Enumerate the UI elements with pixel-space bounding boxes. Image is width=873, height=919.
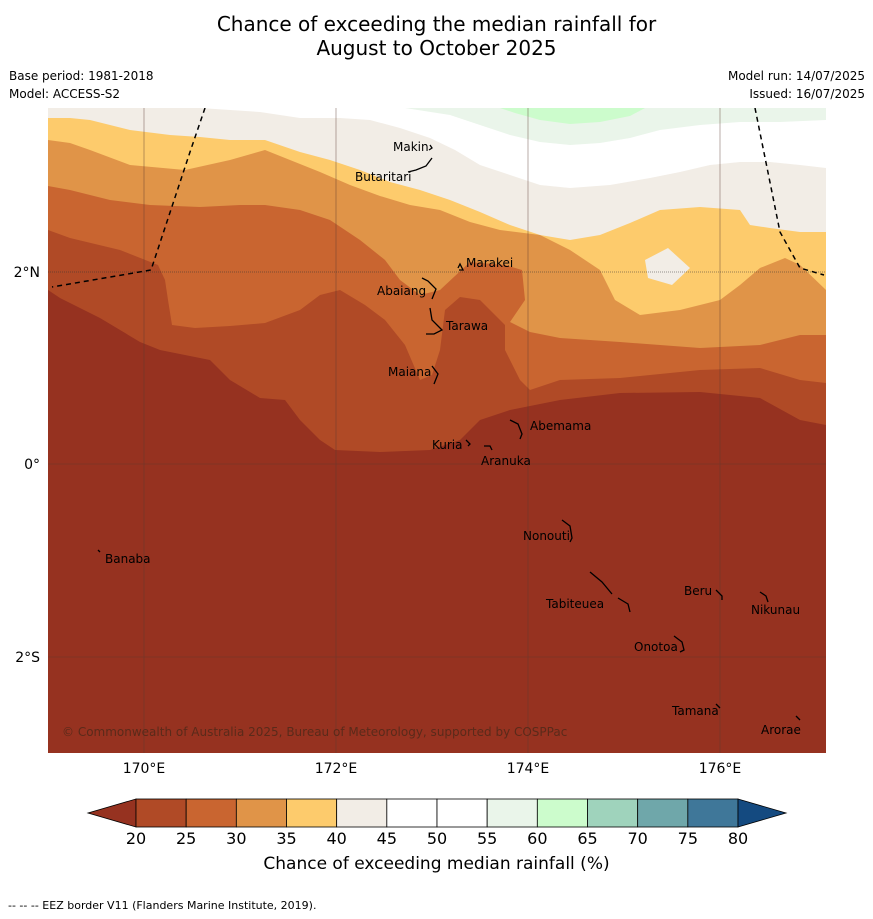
place-label: Nikunau (751, 603, 800, 617)
axis-labels: 170°E 172°E 174°E 176°E 2°N 0° 2°S (14, 265, 742, 777)
colorbar-tick-label: 70 (627, 829, 647, 848)
lat-tick-label: 2°S (15, 650, 40, 666)
colorbar-swatch (536, 798, 588, 828)
colorbar-arrow-low (86, 798, 137, 828)
place-label: Butaritari (355, 170, 412, 184)
colorbar-tick-label: 75 (678, 829, 698, 848)
title-line-1: Chance of exceeding the median rainfall … (216, 12, 657, 36)
base-period: Base period: 1981-2018 (9, 69, 154, 83)
meta-right: Model run: 14/07/2025 Issued: 16/07/2025 (728, 67, 865, 103)
place-label: Makin (393, 140, 429, 154)
colorbar-swatch (185, 798, 237, 828)
lon-tick-label: 170°E (123, 761, 166, 777)
place-label: Banaba (105, 552, 151, 566)
lon-tick-label: 172°E (315, 761, 358, 777)
place-label: Abaiang (377, 284, 426, 298)
colorbar-swatch (135, 798, 187, 828)
place-label: Aranuka (481, 454, 531, 468)
eez-border (51, 108, 825, 288)
colorbar: 20 25 30 35 40 45 50 55 60 65 70 75 80 (86, 798, 788, 848)
colorbar-tick-label: 30 (226, 829, 246, 848)
colorbar-tick-label: 35 (276, 829, 296, 848)
map-title: Chance of exceeding the median rainfall … (0, 12, 873, 60)
grid-lines (48, 108, 826, 753)
lat-tick-label: 0° (24, 457, 40, 473)
footer-text: -- -- -- EEZ border V11 (Flanders Marine… (8, 899, 317, 912)
colorbar-tick-label: 55 (477, 829, 497, 848)
colorbar-swatch (386, 798, 438, 828)
meta-left: Base period: 1981-2018 Model: ACCESS-S2 (9, 67, 154, 103)
colorbar-tick-label: 25 (176, 829, 196, 848)
place-label: Kuria (432, 438, 463, 452)
colorbar-swatch (587, 798, 639, 828)
place-label: Beru (684, 584, 712, 598)
place-label: Tamana (671, 704, 719, 718)
colorbar-swatch (486, 798, 538, 828)
place-labels: Makin Butaritari Marakei Abaiang Tarawa … (105, 140, 801, 737)
colorbar-swatch (235, 798, 287, 828)
colorbar-swatch (637, 798, 689, 828)
model-run: Model run: 14/07/2025 (727, 69, 865, 83)
place-label: Abemama (530, 419, 591, 433)
colorbar-tick-label: 65 (577, 829, 597, 848)
colorbar-tick-label: 80 (728, 829, 748, 848)
place-label: Maiana (388, 365, 431, 379)
place-label: Marakei (466, 256, 513, 270)
colorbar-swatch (687, 798, 739, 828)
colorbar-tick-label: 40 (326, 829, 346, 848)
copyright-text: © Commonwealth of Australia 2025, Bureau… (62, 725, 567, 739)
place-label: Tabiteuea (545, 597, 604, 611)
colorbar-tick-label: 20 (126, 829, 146, 848)
place-label: Nonouti (523, 529, 570, 543)
colorbar-arrow-high (737, 798, 788, 828)
lat-tick-label: 2°N (14, 265, 40, 281)
place-label: Arorae (761, 723, 801, 737)
place-label: Onotoa (634, 640, 678, 654)
colorbar-swatch (336, 798, 388, 828)
lon-tick-label: 176°E (699, 761, 742, 777)
lon-tick-label: 174°E (507, 761, 550, 777)
model-name: Model: ACCESS-S2 (9, 87, 121, 101)
colorbar-swatch (436, 798, 488, 828)
islands (97, 144, 801, 721)
colorbar-tick-label: 60 (527, 829, 547, 848)
colorbar-swatch (286, 798, 338, 828)
issued-date: Issued: 16/07/2025 (749, 87, 865, 101)
place-label: Tarawa (445, 319, 488, 333)
colorbar-tick-label: 50 (427, 829, 447, 848)
rainfall-contours (48, 108, 826, 753)
colorbar-tick-label: 45 (377, 829, 397, 848)
title-line-2: August to October 2025 (316, 36, 557, 60)
colorbar-title: Chance of exceeding median rainfall (%) (263, 854, 610, 874)
